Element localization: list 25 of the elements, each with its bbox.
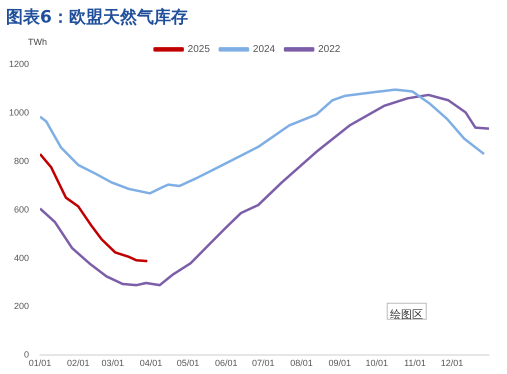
x-tick-label: 08/01 [290,358,313,368]
x-tick-label: 09/01 [328,358,352,368]
x-tick-label: 10/01 [365,358,388,368]
x-tick-label: 03/01 [102,358,124,368]
y-axis-title: TWh [28,36,47,47]
legend-label: 2024 [252,44,276,56]
y-tick-label: 1200 [8,58,30,69]
annotation: 绘图区 [390,308,424,322]
chart-title: 图表6：欧盟天然气库存 [6,8,188,28]
y-tick-label: 200 [14,301,30,312]
y-tick-label: 0 [24,350,30,360]
y-tick-label: 600 [14,204,30,214]
y-tick-label: 400 [14,252,30,263]
x-tick-label: 01/01 [28,358,52,368]
y-tick-label: 800 [14,156,30,166]
x-tick-label: 12/01 [440,358,464,368]
legend-label: 2022 [318,44,341,56]
x-tick-label: 02/01 [66,358,90,368]
x-tick-label: 11/01 [404,358,426,368]
legend-label: 2025 [188,44,210,56]
x-tick-label: 07/01 [252,358,275,368]
x-tick-label: 05/01 [176,358,200,368]
y-tick-label: 1000 [8,107,30,118]
x-tick-label: 06/01 [215,358,238,368]
x-tick-label: 04/01 [140,358,162,368]
